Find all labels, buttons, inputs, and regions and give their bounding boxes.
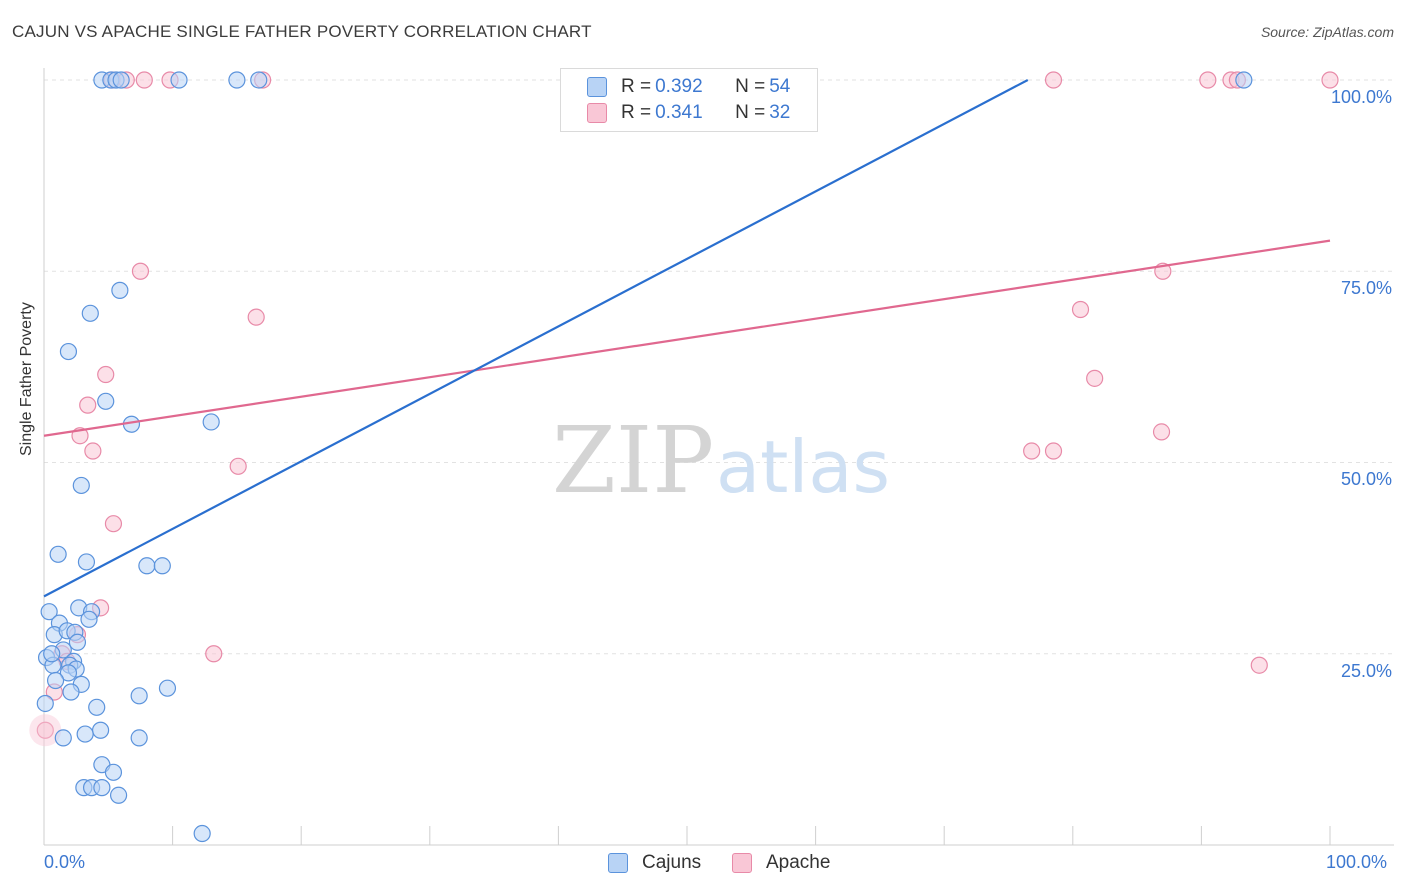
apache-point xyxy=(1321,71,1339,89)
cajuns-point xyxy=(111,281,129,299)
apache-point xyxy=(131,262,150,280)
apache-point xyxy=(1199,71,1217,89)
cajuns-points xyxy=(36,71,1253,843)
cajuns-point xyxy=(228,71,246,89)
cajuns-point xyxy=(202,413,220,431)
legend-r-label: R = xyxy=(621,76,652,97)
cajuns-point xyxy=(46,671,65,690)
cajuns-point xyxy=(54,729,72,747)
cajuns-point xyxy=(81,304,99,322)
apache-point xyxy=(29,714,62,747)
cajuns-point xyxy=(40,603,58,621)
chart-title: CAJUN VS APACHE SINGLE FATHER POVERTY CO… xyxy=(12,22,592,41)
cajuns-point xyxy=(193,824,211,843)
cajuns-swatch xyxy=(587,77,607,97)
apache-point xyxy=(79,396,97,414)
apache-legend-label: Apache xyxy=(766,852,831,873)
gridlines xyxy=(44,79,1394,655)
cajuns-legend-swatch xyxy=(608,853,628,873)
legend-r-value: 0.341 xyxy=(655,102,703,123)
cajuns-point xyxy=(72,476,90,495)
correlation-legend: R = 0.392 N = 54 R = 0.341 N = 32 xyxy=(560,68,818,132)
watermark-zip: ZIP xyxy=(552,407,714,514)
apache-point xyxy=(104,515,123,533)
apache-point xyxy=(135,71,153,89)
cajuns-point xyxy=(91,721,110,739)
cajuns-point xyxy=(36,694,54,713)
cajuns-point xyxy=(93,779,111,797)
legend-row-apache: R = 0.341 N = 32 xyxy=(587,100,790,126)
x-tick-label-max: 100.0% xyxy=(1326,852,1388,872)
cajuns-point xyxy=(1235,71,1253,89)
apache-point xyxy=(1044,442,1063,460)
cajuns-point xyxy=(76,725,94,743)
cajuns-point xyxy=(104,763,123,781)
apache-point xyxy=(229,457,247,475)
cajuns-point xyxy=(49,545,67,563)
cajuns-point xyxy=(250,71,268,89)
cajuns-point xyxy=(80,610,98,628)
apache-point xyxy=(1152,423,1171,441)
legend-n-value: 54 xyxy=(769,76,791,97)
x-tick-label-min: 0.0% xyxy=(44,852,86,872)
cajuns-point xyxy=(68,633,87,651)
apache-point xyxy=(1086,369,1104,387)
y-tick-label: 50.0% xyxy=(1340,469,1392,489)
y-tick-label: 25.0% xyxy=(1340,661,1392,681)
trend-lines xyxy=(43,79,1331,598)
legend-item-apache[interactable]: Apache xyxy=(732,852,830,874)
apache-point xyxy=(205,645,223,663)
apache-point xyxy=(1044,71,1063,89)
cajuns-point xyxy=(97,392,115,410)
cajuns-point xyxy=(59,342,78,361)
cajuns-trend-line xyxy=(43,79,1029,598)
cajuns-point xyxy=(112,71,130,89)
axes xyxy=(43,68,1394,846)
cajuns-legend-label: Cajuns xyxy=(642,852,702,873)
y-tick-label: 75.0% xyxy=(1340,278,1392,298)
apache-swatch xyxy=(587,103,607,123)
legend-n-label: N = xyxy=(735,102,766,123)
legend-r-value: 0.392 xyxy=(655,76,703,97)
cajuns-point xyxy=(130,729,148,747)
cajuns-point xyxy=(77,553,96,571)
cajuns-point xyxy=(62,683,80,701)
cajuns-point xyxy=(130,687,148,705)
legend-n-value: 32 xyxy=(769,102,791,123)
apache-trend-line xyxy=(43,239,1331,437)
legend-r-label: R = xyxy=(621,102,652,123)
apache-point xyxy=(36,721,54,739)
watermark: ZIP atlas xyxy=(552,407,890,514)
cajuns-point xyxy=(88,698,106,716)
apache-point xyxy=(1071,300,1090,319)
apache-point xyxy=(84,442,102,460)
watermark-atlas: atlas xyxy=(716,425,890,509)
source-label: Source: ZipAtlas.com xyxy=(1260,24,1394,40)
cajuns-point xyxy=(158,679,177,697)
cajuns-point xyxy=(153,557,171,575)
apache-legend-swatch xyxy=(732,853,752,873)
cajuns-point xyxy=(43,645,61,663)
cajuns-point xyxy=(170,71,188,89)
legend-item-cajuns[interactable]: Cajuns xyxy=(608,852,701,874)
apache-point xyxy=(97,365,115,384)
apache-point xyxy=(1250,656,1268,674)
apache-point xyxy=(247,308,265,326)
cajuns-point xyxy=(59,664,78,682)
y-tick-label: 100.0% xyxy=(1330,87,1392,107)
cajuns-point xyxy=(109,786,128,804)
apache-point xyxy=(1023,442,1041,460)
legend-n-label: N = xyxy=(735,76,766,97)
cajuns-point xyxy=(138,557,156,575)
legend-row-cajuns: R = 0.392 N = 54 xyxy=(587,74,790,100)
